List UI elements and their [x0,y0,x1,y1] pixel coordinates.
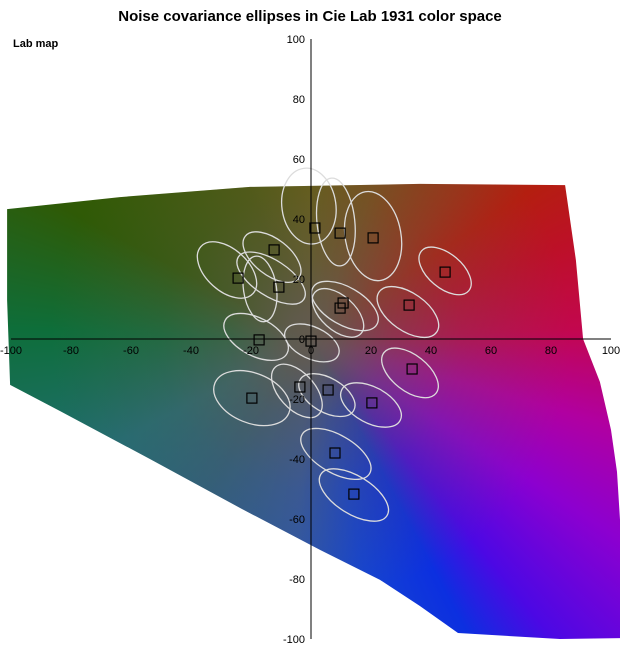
y-tick-label: -100 [283,634,305,646]
covariance-ellipse [284,323,340,363]
covariance-ellipse [418,246,472,296]
data-point-marker [309,222,321,234]
covariance-ellipse [196,241,258,299]
data-point-marker [334,302,346,314]
x-tick-label: -40 [183,345,199,357]
data-point-marker [232,272,244,284]
x-tick-label: 20 [365,345,377,357]
data-point-marker [273,281,285,293]
x-tick-label: -20 [243,345,259,357]
data-point-marker [366,397,378,409]
covariance-ellipse [310,280,379,332]
covariance-ellipse [340,382,402,428]
x-tick-label: -100 [0,345,22,357]
covariance-ellipse [270,363,323,419]
data-point-marker [367,232,379,244]
y-tick-label: 60 [293,154,305,166]
data-point-marker [268,244,280,256]
covariance-ellipse [343,190,403,282]
covariance-ellipse [298,373,356,418]
x-tick-label: -80 [63,345,79,357]
data-point-marker [439,266,451,278]
data-point-marker [294,381,306,393]
x-tick-label: -60 [123,345,139,357]
y-tick-label: -60 [289,514,305,526]
covariance-ellipse [376,285,440,339]
y-tick-label: 100 [287,34,305,46]
covariance-ellipse [223,312,289,362]
data-point-marker [406,363,418,375]
x-tick-label: 80 [545,345,557,357]
x-tick-label: 100 [602,345,620,357]
data-point-marker [322,384,334,396]
covariance-ellipse [213,369,291,427]
data-point-marker [348,488,360,500]
y-tick-label: 80 [293,94,305,106]
x-tick-label: 40 [425,345,437,357]
y-tick-label: 20 [293,274,305,286]
covariance-ellipse [280,167,337,245]
covariance-ellipse [381,347,439,399]
y-tick-label: -40 [289,454,305,466]
chart-title: Noise covariance ellipses in Cie Lab 193… [118,8,502,25]
y-tick-label: 0 [299,334,305,346]
covariance-ellipse [242,255,278,323]
data-point-marker [253,334,265,346]
data-point-marker [305,335,317,347]
covariance-ellipse [300,427,372,481]
y-tick-label: -20 [289,394,305,406]
covariance-ellipse [236,251,306,305]
covariance-ellipse [315,177,356,267]
covariance-ellipse [311,287,365,338]
y-tick-label: -80 [289,574,305,586]
y-tick-label: 40 [293,214,305,226]
data-point-marker [334,227,346,239]
data-point-marker [329,447,341,459]
data-point-marker [246,392,258,404]
covariance-ellipse [318,468,390,522]
x-tick-label: 60 [485,345,497,357]
map-type-label: Lab map [13,38,59,50]
x-tick-label: 0 [308,345,314,357]
data-point-marker [403,299,415,311]
